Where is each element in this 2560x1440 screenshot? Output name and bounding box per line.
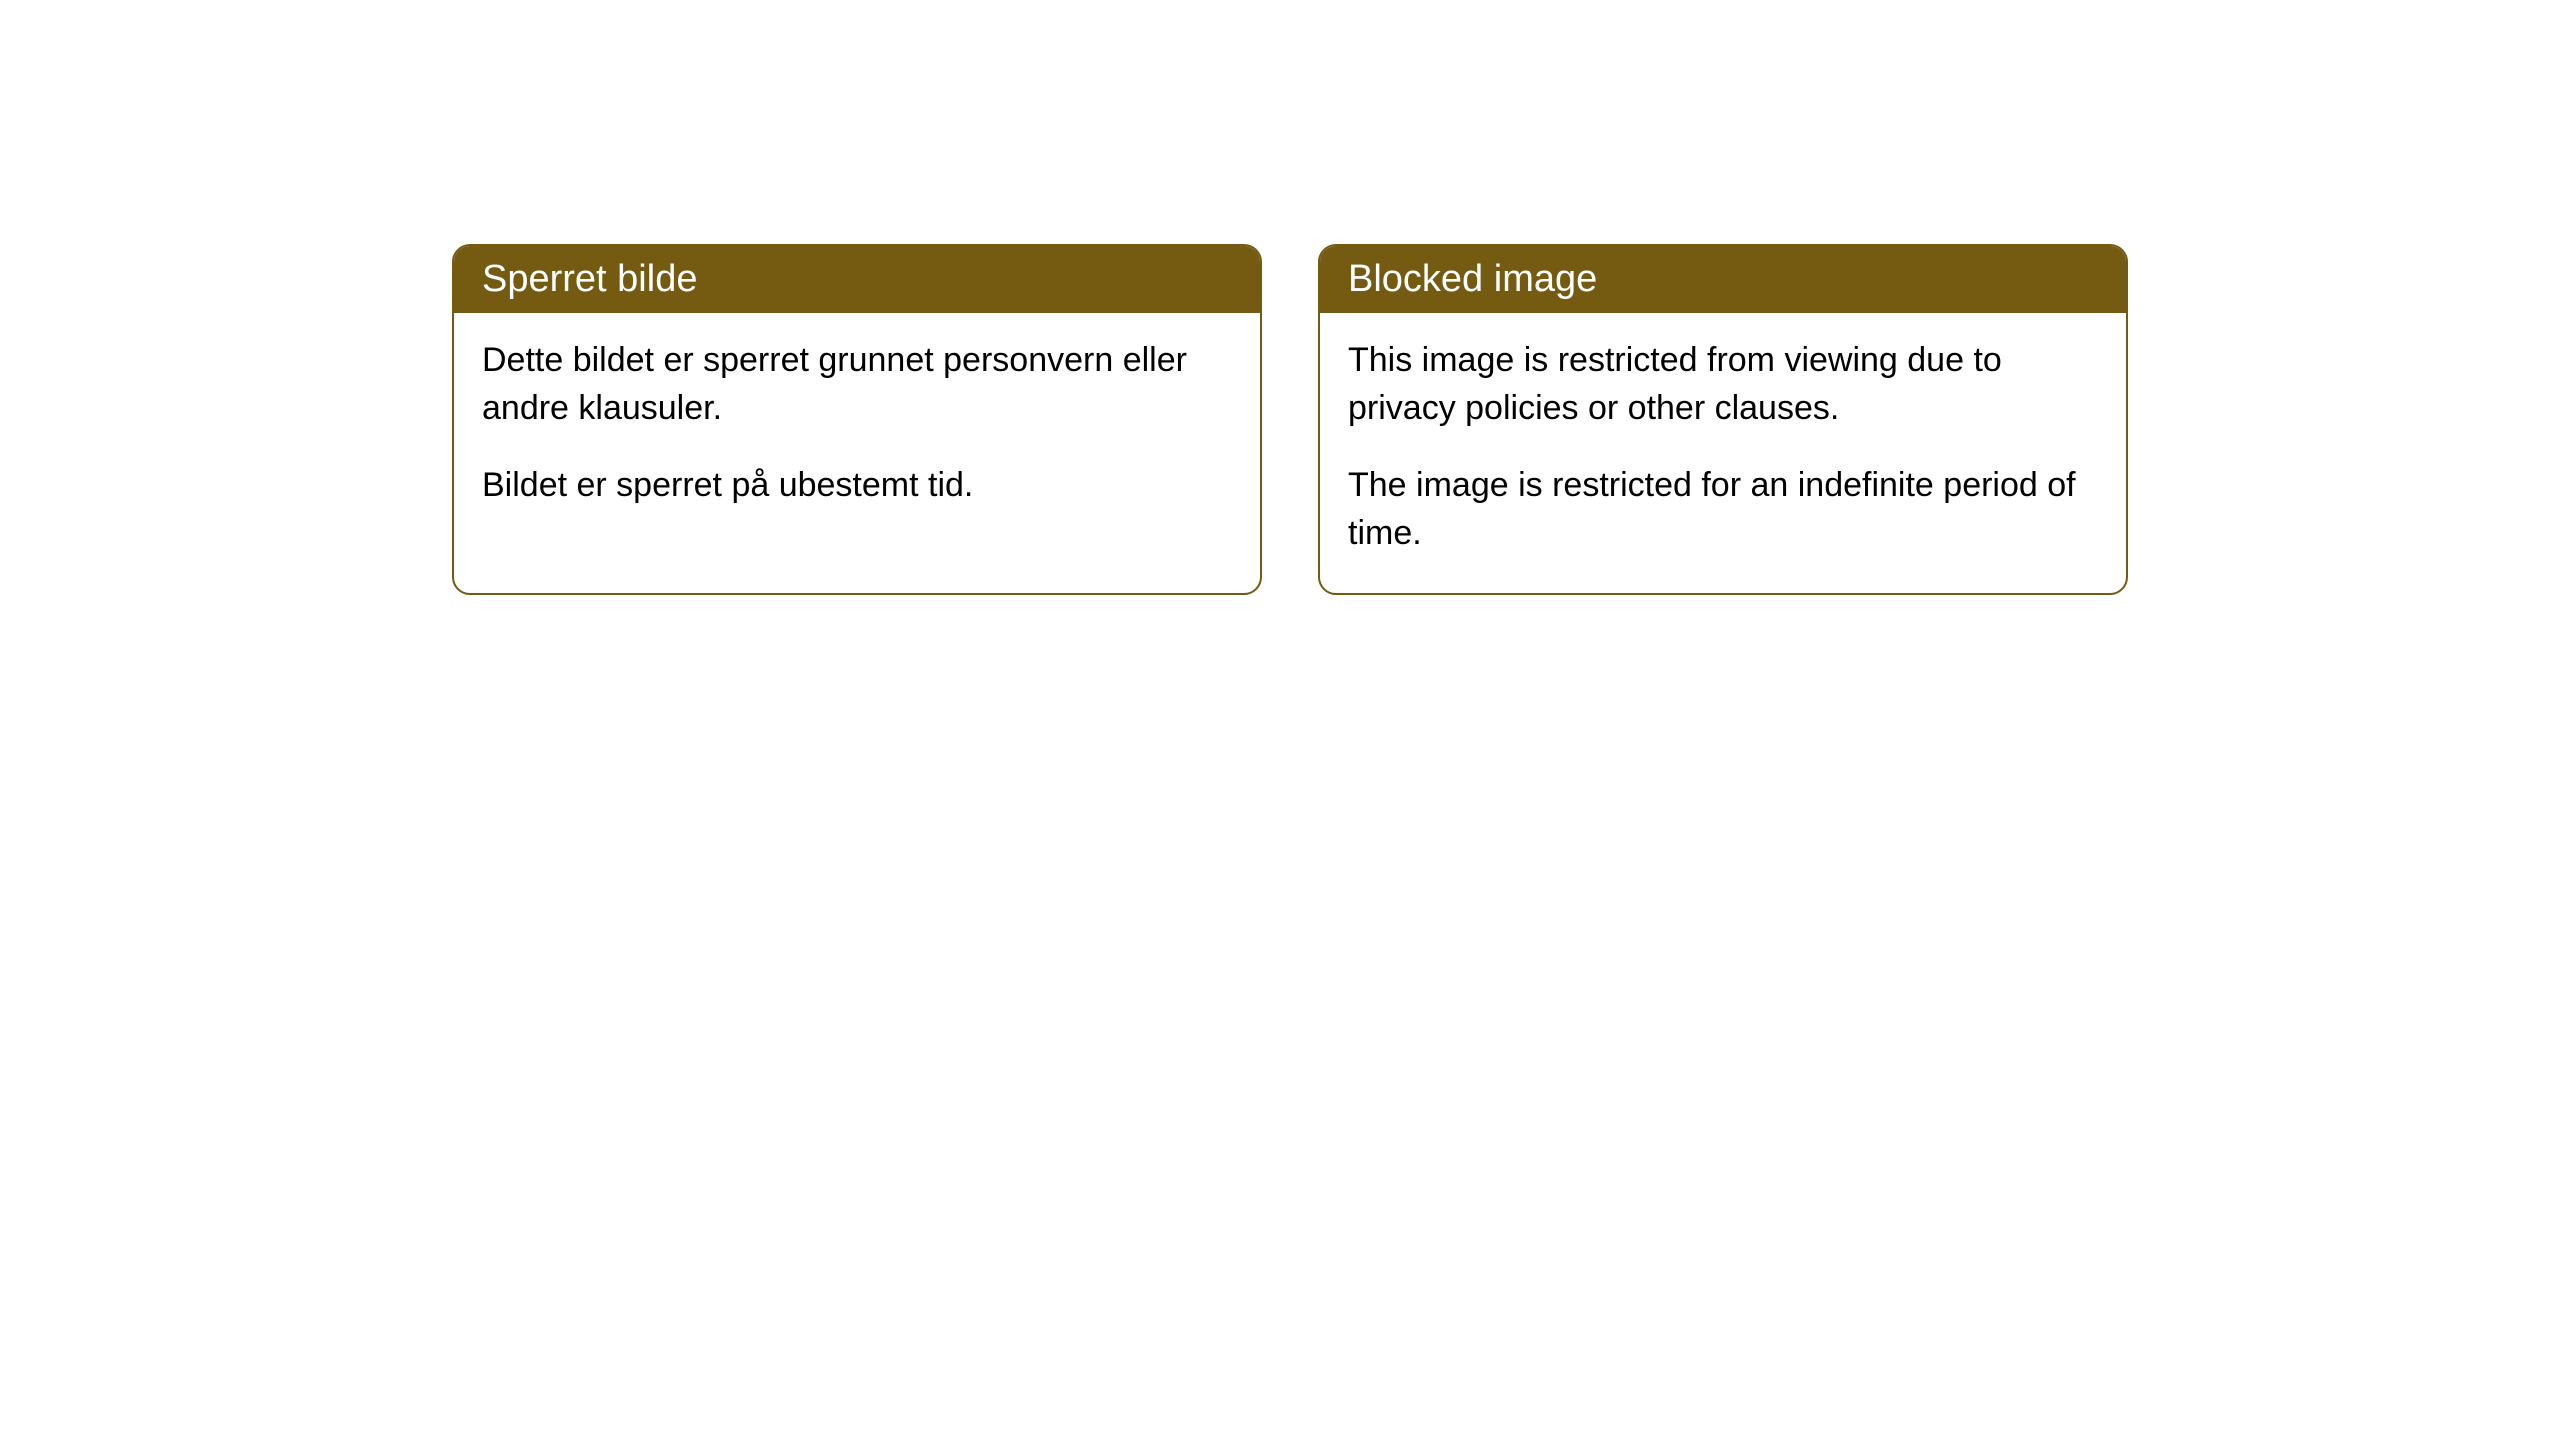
notice-text: Bildet er sperret på ubestemt tid. xyxy=(482,462,1232,510)
card-title: Sperret bilde xyxy=(482,258,697,300)
notice-card-english: Blocked image This image is restricted f… xyxy=(1318,244,2128,595)
card-body-norwegian: Dette bildet er sperret grunnet personve… xyxy=(454,313,1260,546)
notice-text: Dette bildet er sperret grunnet personve… xyxy=(482,337,1232,432)
notice-text: This image is restricted from viewing du… xyxy=(1348,337,2098,432)
notice-card-norwegian: Sperret bilde Dette bildet er sperret gr… xyxy=(452,244,1262,595)
card-title: Blocked image xyxy=(1348,258,1597,300)
notice-cards-container: Sperret bilde Dette bildet er sperret gr… xyxy=(452,244,2128,595)
card-header-norwegian: Sperret bilde xyxy=(454,246,1260,313)
notice-text: The image is restricted for an indefinit… xyxy=(1348,462,2098,557)
card-header-english: Blocked image xyxy=(1320,246,2126,313)
card-body-english: This image is restricted from viewing du… xyxy=(1320,313,2126,593)
